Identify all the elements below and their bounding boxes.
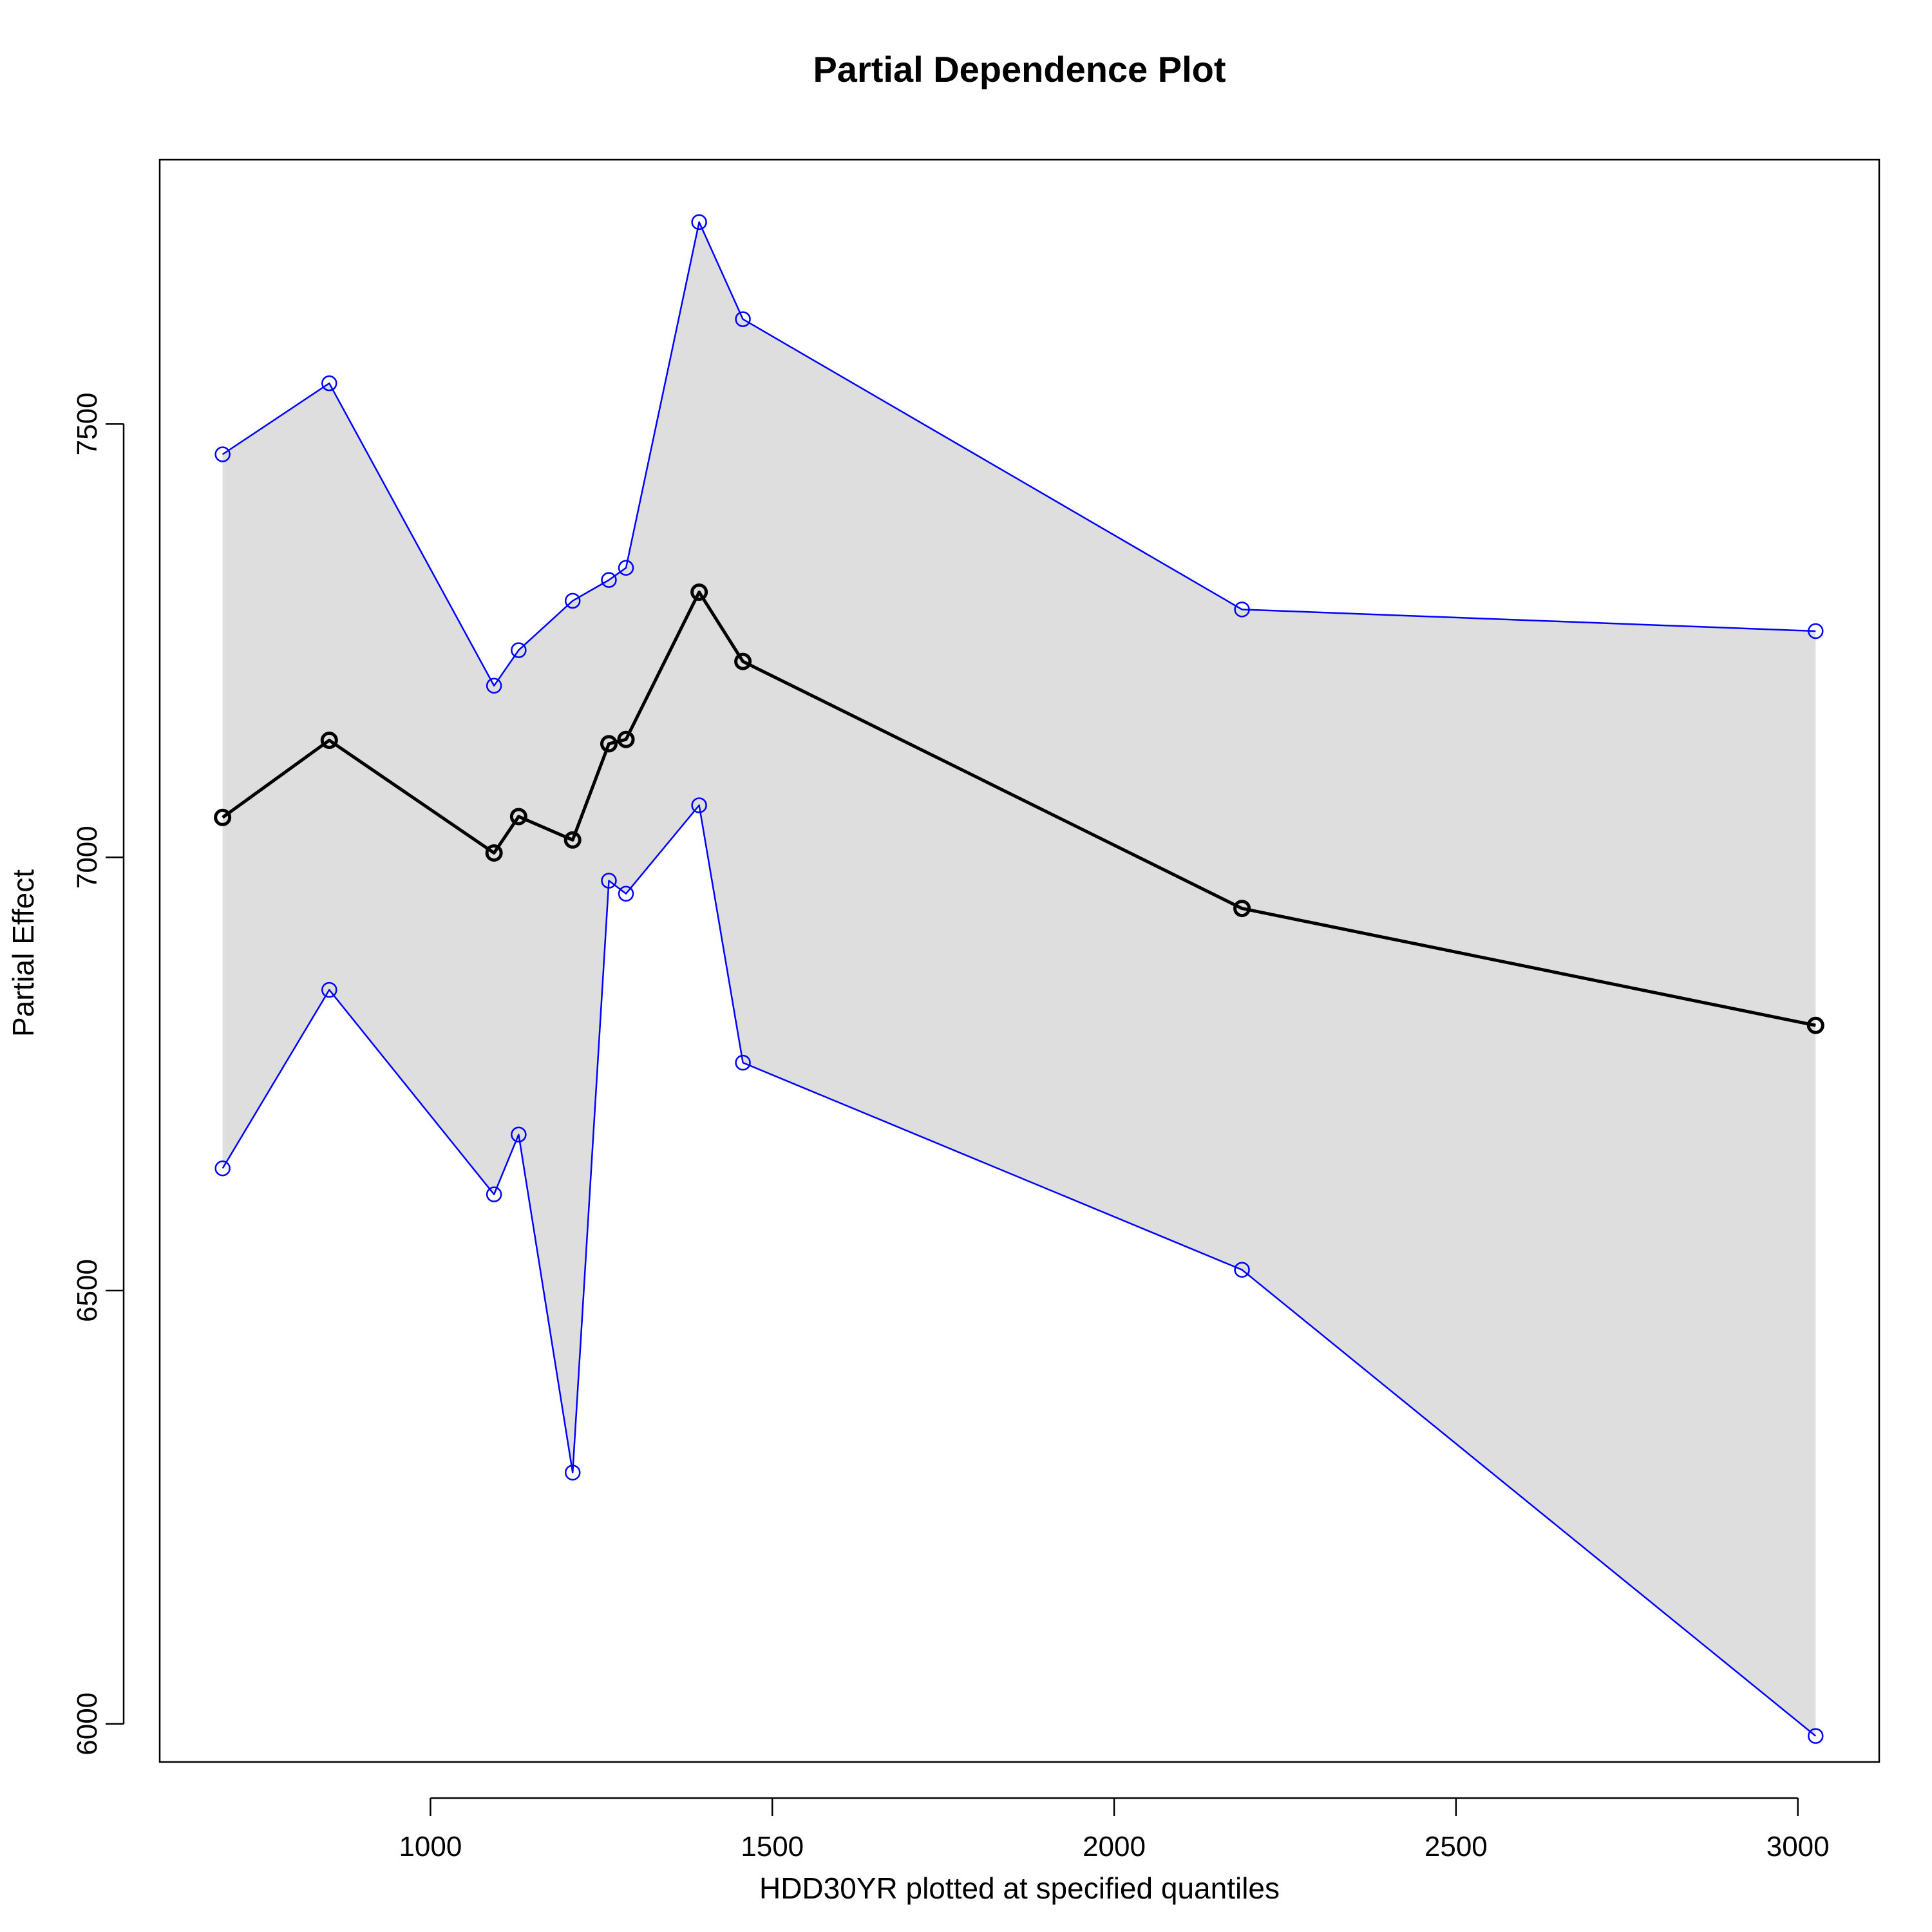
x-tick-label: 2500 <box>1425 1831 1488 1862</box>
series-line-upper <box>222 221 1816 687</box>
axes-layer: 1000 1500 2000 2500 3000 6000 6500 7000 7500 <box>71 392 1830 1862</box>
point-lower <box>601 873 617 889</box>
plot-frame <box>158 158 1880 1763</box>
point-lower <box>214 1160 231 1177</box>
point-upper <box>735 311 751 327</box>
series-line-lower <box>222 804 1817 1737</box>
point-upper <box>321 375 337 392</box>
point-upper <box>511 642 527 658</box>
x-tick-label: 3000 <box>1766 1831 1830 1862</box>
point-upper <box>1808 623 1824 639</box>
point-lower <box>691 797 707 813</box>
point-lower <box>511 1126 527 1143</box>
point-upper <box>618 560 634 576</box>
point-upper <box>486 677 502 694</box>
confidence-band-layer <box>222 222 1816 1736</box>
y-tick-label: 7500 <box>71 392 103 455</box>
confidence-band <box>222 222 1816 1736</box>
point-upper <box>691 214 707 231</box>
x-axis-label: HDD30YR plotted at specified quantiles <box>759 1871 1280 1905</box>
point-fit <box>734 652 752 670</box>
series-layer <box>214 214 1824 1744</box>
point-fit <box>564 831 582 849</box>
point-fit <box>617 730 635 748</box>
point-lower <box>735 1054 751 1071</box>
point-upper <box>564 592 581 609</box>
y-tick-label: 7000 <box>71 826 103 889</box>
point-upper <box>601 572 617 588</box>
x-tick-label: 2000 <box>1083 1831 1146 1862</box>
series-line-fit <box>222 590 1816 1027</box>
point-lower <box>618 886 634 902</box>
point-lower <box>1234 1262 1250 1278</box>
y-axis-label: Partial Effect <box>6 869 40 1037</box>
x-tick-label: 1500 <box>741 1831 804 1862</box>
point-fit <box>600 735 618 753</box>
point-lower <box>321 981 337 998</box>
point-fit <box>1233 900 1251 918</box>
point-fit <box>485 844 503 862</box>
point-lower <box>1808 1728 1824 1744</box>
y-tick-label: 6500 <box>71 1259 103 1322</box>
point-fit <box>509 808 527 826</box>
point-upper <box>1234 601 1250 618</box>
point-lower <box>486 1186 502 1202</box>
point-fit <box>214 808 232 826</box>
y-tick-label: 6000 <box>71 1692 103 1756</box>
point-fit <box>1806 1016 1824 1034</box>
point-upper <box>214 446 231 462</box>
x-tick-label: 1000 <box>399 1831 462 1862</box>
point-fit <box>690 583 708 601</box>
point-fit <box>320 732 338 750</box>
point-lower <box>564 1464 581 1481</box>
chart-title: Partial Dependence Plot <box>813 49 1226 90</box>
